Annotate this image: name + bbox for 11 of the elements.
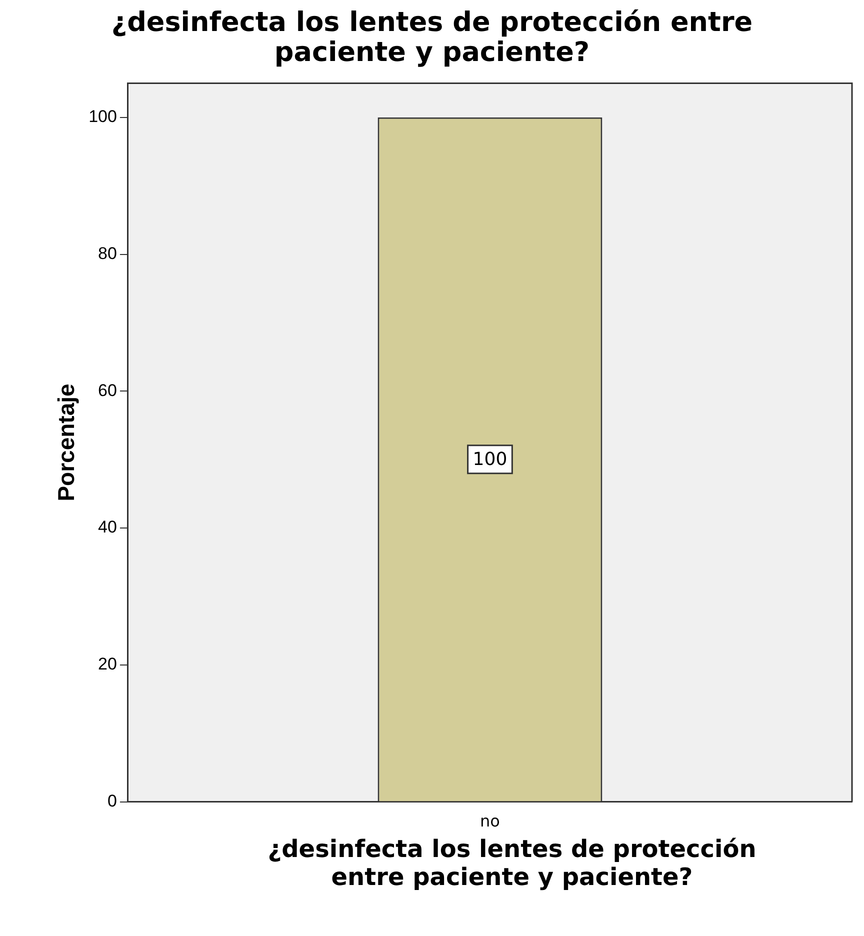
y-tick-label: 100 xyxy=(88,107,117,126)
y-tick-label: 0 xyxy=(107,791,117,810)
y-tick-label: 60 xyxy=(98,380,117,400)
y-tick-label: 20 xyxy=(98,654,117,674)
data-label: 100 xyxy=(472,449,508,470)
y-tick-label: 40 xyxy=(98,518,117,537)
chart-title: ¿desinfecta los lentes de protección entre paciente y paciente? xyxy=(110,6,754,70)
x-tick-label: no xyxy=(480,812,500,831)
y-tick-label: 80 xyxy=(98,244,117,263)
y-axis-title: Porcentaje xyxy=(53,384,80,502)
x-axis-title: ¿desinfecta los lentes de protección entre paciente y paciente? xyxy=(266,835,758,891)
